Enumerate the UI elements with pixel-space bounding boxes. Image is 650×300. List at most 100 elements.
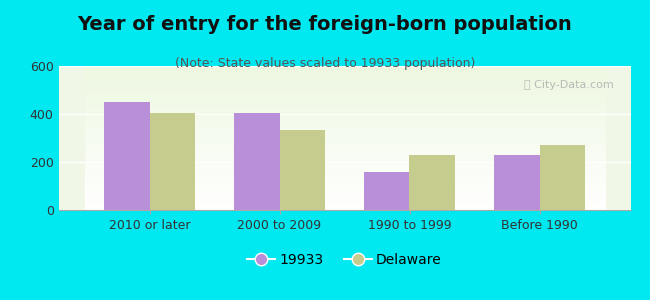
Bar — [84, 204, 604, 206]
Bar — [84, 108, 604, 109]
Bar — [234, 113, 280, 210]
Bar — [84, 72, 604, 73]
Bar — [84, 191, 604, 193]
Bar — [84, 70, 604, 72]
Bar — [84, 160, 604, 161]
Bar — [84, 147, 604, 148]
Bar — [84, 100, 604, 102]
Bar — [84, 207, 604, 208]
Bar — [84, 95, 604, 96]
Bar — [84, 172, 604, 174]
Bar — [84, 93, 604, 95]
Bar — [84, 106, 604, 108]
Text: Year of entry for the foreign-born population: Year of entry for the foreign-born popul… — [77, 15, 573, 34]
Bar — [84, 129, 604, 131]
Bar — [84, 206, 604, 207]
Bar — [84, 82, 604, 83]
Bar — [84, 91, 604, 92]
Bar — [84, 92, 604, 93]
Bar — [84, 165, 604, 167]
Bar — [84, 201, 604, 203]
Bar — [84, 187, 604, 188]
Bar — [84, 83, 604, 85]
Bar — [84, 69, 604, 70]
Bar — [84, 157, 604, 158]
Bar — [84, 170, 604, 171]
Bar — [84, 190, 604, 191]
Bar — [84, 80, 604, 82]
Bar — [84, 99, 604, 100]
Bar — [84, 151, 604, 152]
Bar — [280, 130, 325, 210]
Bar — [84, 155, 604, 157]
Bar — [84, 109, 604, 111]
Bar — [84, 134, 604, 135]
Bar — [150, 113, 195, 210]
Bar — [84, 76, 604, 77]
Bar — [84, 79, 604, 80]
Bar — [84, 188, 604, 190]
Bar — [410, 155, 455, 210]
Bar — [84, 118, 604, 119]
Bar — [84, 144, 604, 145]
Bar — [84, 88, 604, 89]
Bar — [84, 85, 604, 86]
Bar — [84, 176, 604, 177]
Bar — [84, 124, 604, 125]
Bar — [84, 115, 604, 116]
Bar — [84, 89, 604, 91]
Bar — [84, 149, 604, 151]
Bar — [84, 68, 604, 69]
Bar — [84, 167, 604, 168]
Bar — [84, 203, 604, 204]
Bar — [84, 194, 604, 196]
Bar — [84, 171, 604, 172]
Bar — [84, 197, 604, 199]
Bar — [84, 193, 604, 194]
Text: Ⓣ City-Data.com: Ⓣ City-Data.com — [524, 80, 614, 90]
Bar — [84, 119, 604, 121]
Bar — [84, 184, 604, 185]
Bar — [84, 163, 604, 164]
Bar — [84, 135, 604, 136]
Bar — [84, 66, 604, 68]
Bar — [84, 181, 604, 183]
Bar — [84, 141, 604, 142]
Bar — [84, 86, 604, 88]
Bar — [84, 121, 604, 122]
Bar — [84, 183, 604, 184]
Bar — [364, 172, 410, 210]
Text: (Note: State values scaled to 19933 population): (Note: State values scaled to 19933 popu… — [175, 57, 475, 70]
Bar — [540, 145, 585, 210]
Bar — [84, 102, 604, 104]
Bar — [84, 116, 604, 118]
Bar — [84, 158, 604, 160]
Bar — [104, 102, 150, 210]
Bar — [84, 148, 604, 149]
Bar — [84, 128, 604, 129]
Legend: 19933, Delaware: 19933, Delaware — [242, 247, 447, 272]
Bar — [84, 132, 604, 134]
Bar — [84, 180, 604, 181]
Bar — [84, 154, 604, 155]
Bar — [84, 131, 604, 132]
Bar — [84, 208, 604, 210]
Bar — [84, 111, 604, 112]
Bar — [84, 177, 604, 178]
Bar — [84, 103, 604, 105]
Bar — [84, 98, 604, 99]
Bar — [84, 200, 604, 201]
Bar — [84, 145, 604, 147]
Bar — [84, 77, 604, 79]
Bar — [84, 125, 604, 127]
Bar — [84, 112, 604, 113]
Bar — [84, 122, 604, 124]
Bar — [84, 199, 604, 200]
Bar — [84, 140, 604, 141]
Bar — [84, 161, 604, 163]
Bar — [84, 127, 604, 128]
Bar — [84, 113, 604, 115]
Bar — [84, 138, 604, 140]
Bar — [84, 75, 604, 76]
Bar — [84, 136, 604, 138]
